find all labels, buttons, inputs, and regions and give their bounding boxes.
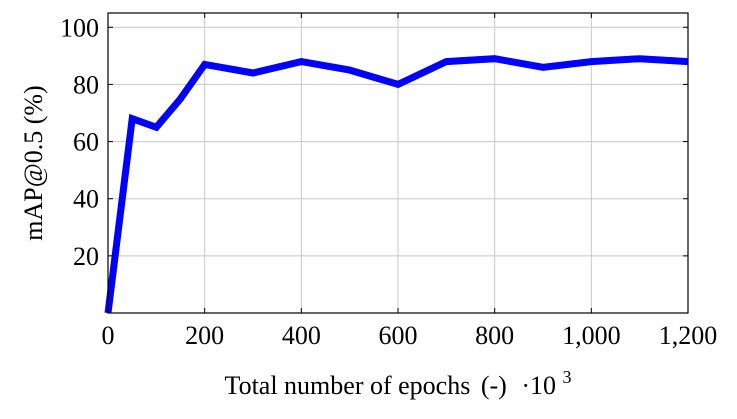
y-axis-title: mAP@0.5 (%): [19, 85, 48, 240]
y-tick-label-2: 60: [73, 128, 99, 157]
x-tick-label-4: 800: [475, 321, 514, 350]
x-tick-label-6: 1,200: [659, 321, 718, 350]
x-tick-label-1: 200: [185, 321, 224, 350]
y-tick-label-3: 80: [73, 70, 99, 99]
x-axis-multiplier: ·10: [521, 371, 556, 400]
x-tick-label-0: 0: [102, 321, 115, 350]
x-axis-title-unit: (-): [481, 371, 507, 400]
y-tick-label-4: 100: [60, 13, 99, 42]
axes: [107, 12, 689, 314]
x-axis-title: Total number of epochs (-) ·10 3: [225, 367, 572, 400]
series-line-0: [104, 55, 689, 314]
x-axis-multiplier-exponent: 3: [563, 367, 572, 387]
x-tick-label-5: 1,000: [562, 321, 621, 350]
series-layer: [104, 55, 689, 314]
tick-labels: 0 200 400 600 800 1,000 1,200 20 40 60 80 100: [60, 13, 717, 350]
x-axis-title-text: Total number of epochs: [225, 371, 471, 400]
x-tick-label-2: 400: [282, 321, 321, 350]
y-tick-label-1: 40: [73, 185, 99, 214]
y-tick-label-0: 20: [73, 242, 99, 271]
x-tick-label-3: 600: [379, 321, 418, 350]
